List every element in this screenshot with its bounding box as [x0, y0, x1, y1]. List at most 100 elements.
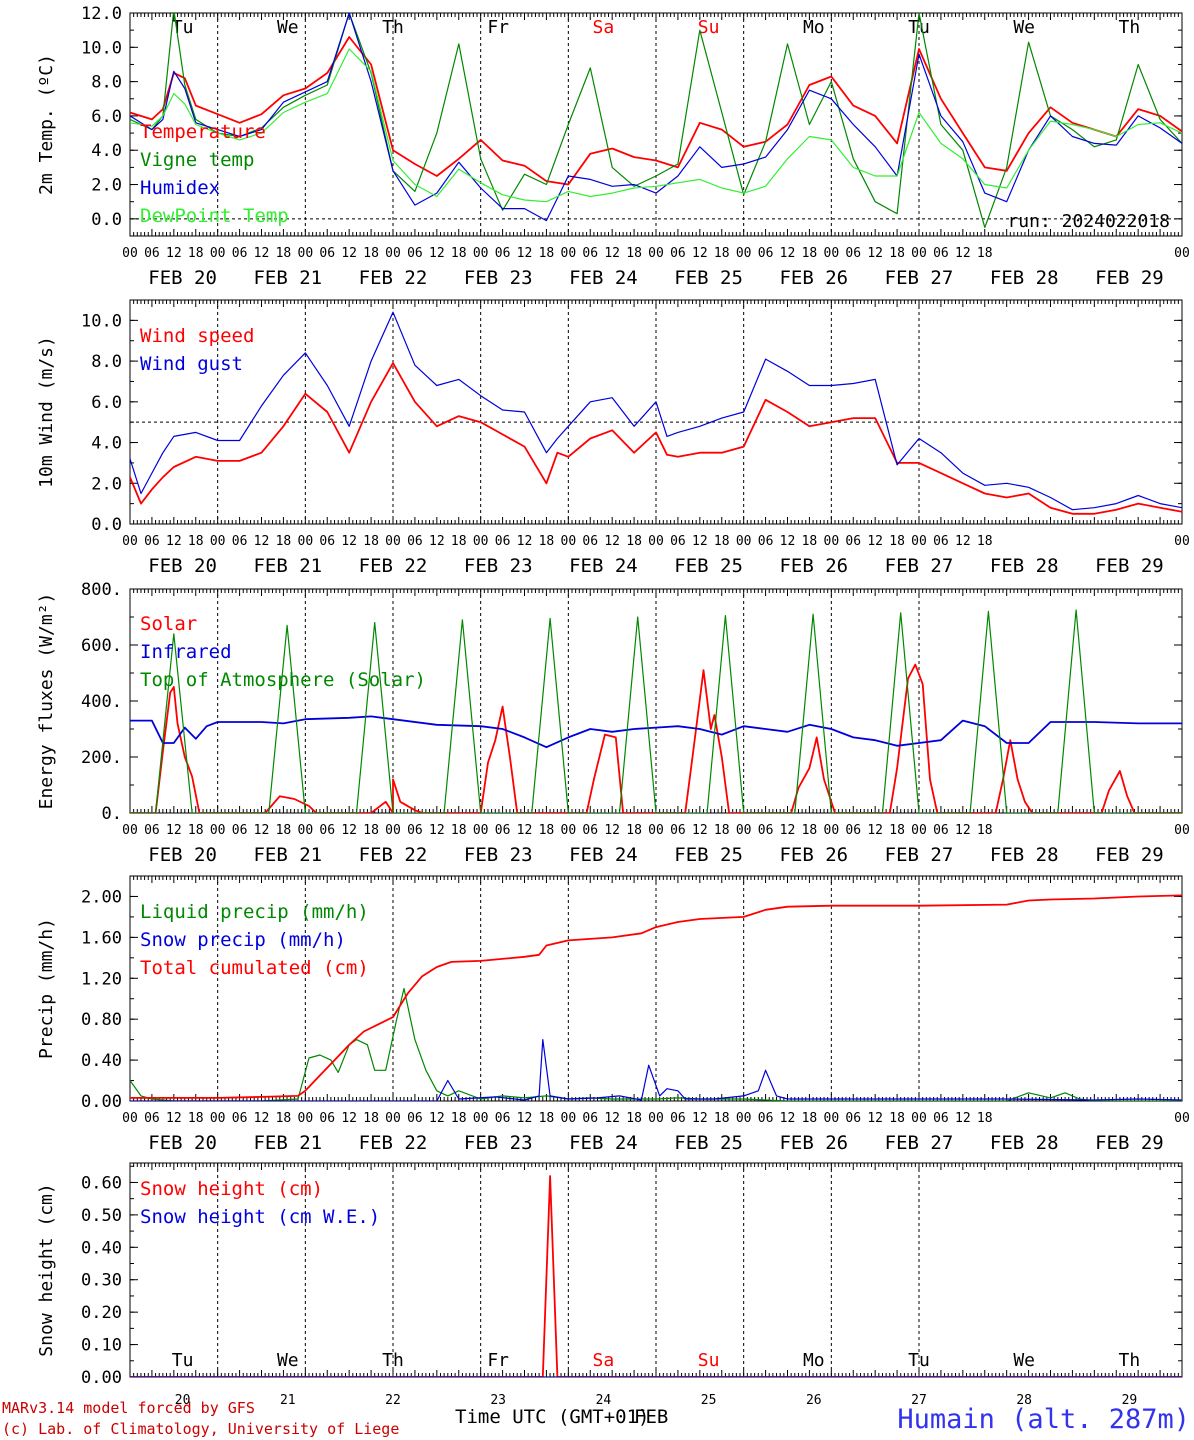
wind-date-label: FEB 25 [674, 555, 743, 577]
snow-day-name: Tu [908, 1350, 930, 1371]
temp-day-name: We [277, 17, 299, 38]
wind-hour-label: 18 [539, 534, 555, 549]
flux-hour-label: 12 [867, 823, 883, 838]
temp-hour-label: 06 [319, 246, 335, 261]
precip-hour-label: 00 [385, 1111, 401, 1126]
wind-series-wind-gust [130, 311, 1182, 511]
precip-hour-label: 12 [517, 1111, 533, 1126]
wind-hour-label: 12 [780, 534, 796, 549]
flux-hour-label: 12 [429, 823, 445, 838]
model-credit: MARv3.14 model forced by GFS [2, 1399, 255, 1417]
panel-snow: 0.00 0.10 0.20 0.30 0.40 0.50 0.60 Snow height … [36, 1162, 1183, 1408]
snow-series-snow-height-cm [130, 1175, 1182, 1377]
precip-hour-label: 12 [429, 1111, 445, 1126]
flux-hour-label: 00 [298, 823, 314, 838]
wind-y-axis-label: 10m Wind (m/s) [36, 336, 57, 488]
snow-series-group [130, 1175, 1182, 1377]
flux-legend-entry: Infrared [140, 641, 232, 663]
flux-hour-label: 12 [692, 823, 708, 838]
flux-hour-label: 06 [319, 823, 335, 838]
wind-hour-label: 18 [889, 534, 905, 549]
temp-series-dewpoint-temp [130, 48, 1182, 203]
temp-hour-label: 12 [867, 246, 883, 261]
precip-date-label: FEB 21 [253, 1132, 322, 1154]
wind-date-label: FEB 22 [359, 555, 428, 577]
wind-hour-label: 06 [232, 534, 248, 549]
temp-day-name: Su [698, 17, 720, 38]
flux-hour-label: 12 [341, 823, 357, 838]
temp-date-label: FEB 21 [253, 267, 322, 289]
flux-y-tick-label: 600. [81, 636, 122, 656]
temp-series-humidex [130, 13, 1182, 222]
flux-hour-label: 12 [604, 823, 620, 838]
temp-hour-label: 06 [407, 246, 423, 261]
wind-hour-label: 12 [692, 534, 708, 549]
snow-day-number: 24 [596, 1393, 612, 1408]
flux-hour-label: 00 [473, 823, 489, 838]
flux-date-label: FEB 20 [148, 844, 217, 866]
temp-hour-label: 12 [692, 246, 708, 261]
flux-hour-label: 18 [276, 823, 292, 838]
flux-date-label: FEB 22 [359, 844, 428, 866]
precip-hour-label: 06 [845, 1111, 861, 1126]
precip-hour-label: 00 [298, 1111, 314, 1126]
wind-hour-label: 06 [319, 534, 335, 549]
snow-day-name: We [1013, 1350, 1035, 1371]
snow-day-number: 20 [175, 1393, 191, 1408]
precip-hour-label: 00 [824, 1111, 840, 1126]
flux-hour-label: 00 [648, 823, 664, 838]
temp-hour-label: 06 [582, 246, 598, 261]
temp-hour-label: 18 [451, 246, 467, 261]
temp-hour-label: 06 [933, 246, 949, 261]
temp-date-label: FEB 22 [359, 267, 428, 289]
wind-date-label: FEB 21 [253, 555, 322, 577]
precip-y-tick-label: 0.00 [81, 1092, 122, 1112]
flux-hour-label: 18 [539, 823, 555, 838]
panel-precip: 0.00 0.40 0.80 1.20 1.60 2.00 Precip (mm/h) 00 0… [36, 875, 1190, 1154]
temp-hour-label: 18 [188, 246, 204, 261]
precip-hour-label: 06 [670, 1111, 686, 1126]
temp-date-label: FEB 26 [779, 267, 848, 289]
snow-day-number: 22 [385, 1393, 401, 1408]
flux-hour-label: 06 [407, 823, 423, 838]
wind-hour-label: 06 [495, 534, 511, 549]
temp-series-temperature [130, 36, 1182, 186]
wind-hour-label: 12 [254, 534, 270, 549]
flux-series-infrared [130, 715, 1182, 749]
temp-hour-label: 18 [889, 246, 905, 261]
wind-hour-label: 18 [363, 534, 379, 549]
flux-hour-label: 00 [736, 823, 752, 838]
panel-wind: 0.0 2.0 4.0 6.0 8.0 10.0 10m Wind (m/s) 00 06 12 1… [36, 299, 1190, 577]
temp-hour-label: 18 [626, 246, 642, 261]
lab-credit: (c) Lab. of Climatology, University of L… [2, 1420, 399, 1438]
wind-hour-label: 12 [341, 534, 357, 549]
precip-date-label: FEB 20 [148, 1132, 217, 1154]
precip-y-axis-label: Precip (mm/h) [36, 918, 57, 1059]
precip-y-tick-label: 0.40 [81, 1051, 122, 1071]
temp-hour-label: 00 [561, 246, 577, 261]
wind-hour-label: 18 [276, 534, 292, 549]
snow-day-name: Th [382, 1350, 404, 1371]
temp-hour-label: 00 [911, 246, 927, 261]
snow-y-tick-label: 0.30 [81, 1271, 122, 1291]
wind-hour-label: 00 [824, 534, 840, 549]
temp-hour-label: 06 [758, 246, 774, 261]
precip-hour-label: 00 [1174, 1111, 1190, 1126]
precip-y-tick-label: 2.00 [81, 887, 122, 907]
precip-series-liquid-precip-mm-h [130, 987, 1182, 1101]
temp-day-name: Sa [593, 17, 615, 38]
flux-hour-label: 06 [232, 823, 248, 838]
temp-y-axis-label: 2m Temp. (ºC) [36, 54, 57, 195]
temp-hour-label: 06 [670, 246, 686, 261]
snow-day-number: 23 [490, 1393, 506, 1408]
temp-hour-label: 18 [363, 246, 379, 261]
snow-legend-entry: Snow height (cm W.E.) [140, 1206, 380, 1228]
wind-hour-label: 12 [166, 534, 182, 549]
temp-date-label: FEB 25 [674, 267, 743, 289]
flux-hour-label: 00 [561, 823, 577, 838]
wind-y-tick-label: 10.0 [81, 311, 122, 331]
precip-hour-label: 12 [166, 1111, 182, 1126]
wind-hour-label: 00 [911, 534, 927, 549]
precip-series-snow-precip-mm-h [130, 1039, 1182, 1101]
